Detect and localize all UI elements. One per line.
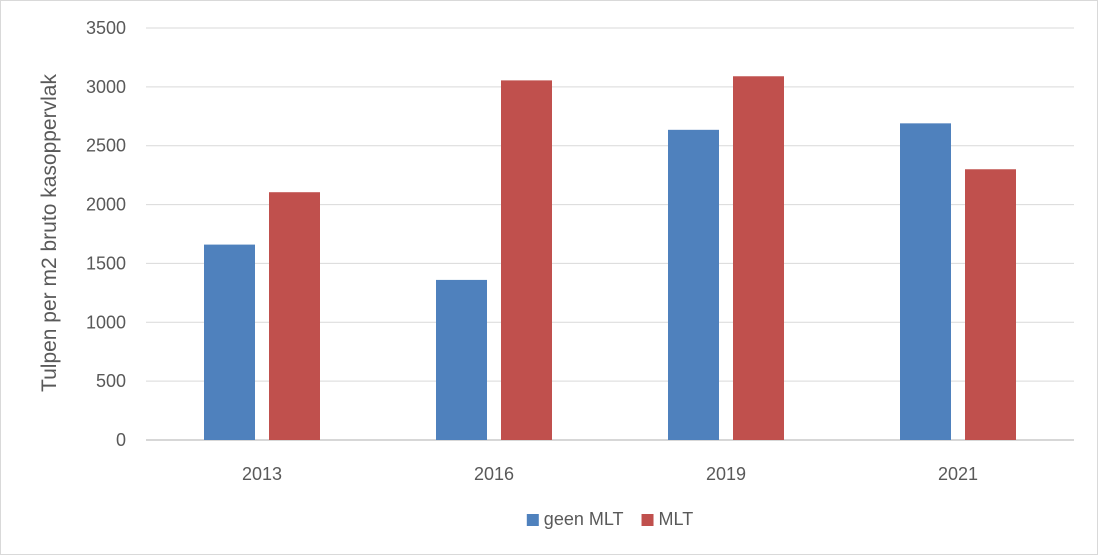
bar-mlt-2021 bbox=[965, 169, 1016, 440]
y-axis-ticks: 0 500 1000 1500 2000 2500 3000 3500 bbox=[86, 18, 126, 450]
y-tick-label: 1500 bbox=[86, 253, 126, 273]
legend-item-geen-mlt: geen MLT bbox=[526, 509, 624, 529]
y-axis-title: Tulpen per m2 bruto kasoppervlak bbox=[38, 74, 61, 392]
bar-geen-mlt-2019 bbox=[668, 129, 719, 440]
legend-swatch bbox=[526, 514, 539, 526]
bar-geen-mlt-2016 bbox=[436, 279, 487, 440]
y-tick-label: 2000 bbox=[86, 195, 126, 215]
legend-label: MLT bbox=[659, 509, 694, 529]
bars bbox=[204, 76, 1016, 441]
y-tick-label: 500 bbox=[96, 371, 126, 391]
y-tick-label: 2500 bbox=[86, 136, 126, 156]
bar-mlt-2016 bbox=[501, 80, 552, 440]
bar-geen-mlt-2013 bbox=[204, 244, 255, 440]
x-axis-ticks: 2013 2016 2019 2021 bbox=[242, 464, 978, 484]
bar-geen-mlt-2021 bbox=[900, 123, 951, 440]
legend-label: geen MLT bbox=[544, 509, 624, 529]
y-tick-label: 0 bbox=[116, 430, 126, 450]
legend-swatch bbox=[641, 514, 654, 526]
y-tick-label: 3000 bbox=[86, 77, 126, 97]
legend: geen MLT MLT bbox=[526, 509, 694, 529]
bar-mlt-2019 bbox=[733, 76, 784, 441]
y-tick-label: 1000 bbox=[86, 312, 126, 332]
x-tick-label: 2021 bbox=[938, 464, 978, 484]
x-tick-label: 2019 bbox=[706, 464, 746, 484]
x-tick-label: 2013 bbox=[242, 464, 282, 484]
bar-mlt-2013 bbox=[269, 192, 320, 440]
y-tick-label: 3500 bbox=[86, 18, 126, 38]
x-tick-label: 2016 bbox=[474, 464, 514, 484]
legend-item-mlt: MLT bbox=[641, 509, 694, 529]
